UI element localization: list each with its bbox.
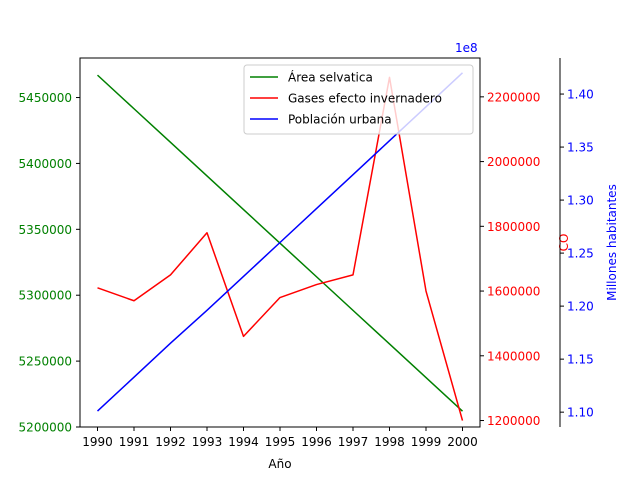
x-tick-label: 1995 <box>265 435 296 449</box>
x-tick-label: 1999 <box>411 435 442 449</box>
x-tick-label: 2000 <box>447 435 478 449</box>
co-tick-label: 1200000 <box>487 414 540 428</box>
x-tick-label: 1996 <box>301 435 332 449</box>
left-tick-label: 5450000 <box>19 91 72 105</box>
x-tick-label: 1991 <box>119 435 150 449</box>
population-scale-label: 1e8 <box>455 41 478 55</box>
x-axis-label: Año <box>268 457 291 471</box>
left-tick-label: 5250000 <box>19 355 72 369</box>
population-tick-label: 1.15 <box>567 353 594 367</box>
co-tick-label: 2200000 <box>487 90 540 104</box>
left-tick-label: 5400000 <box>19 157 72 171</box>
legend-box <box>243 64 474 135</box>
axis-right-population: 1.10 1.15 1.20 1.25 1.30 1.35 1.40 1e8 Millones … <box>455 41 619 427</box>
population-tick-label: 1.20 <box>567 300 594 314</box>
x-tick-label: 1992 <box>155 435 186 449</box>
legend-label: Población urbana <box>288 113 392 127</box>
population-tick-label: 1.30 <box>567 194 594 208</box>
co-tick-label: 1800000 <box>487 220 540 234</box>
population-tick-label: 1.40 <box>567 88 594 102</box>
x-tick-label: 1994 <box>228 435 259 449</box>
x-tick-label: 1997 <box>338 435 369 449</box>
population-axis-label: Millones habitantes <box>605 184 619 301</box>
legend-label: Gases efecto invernadero <box>288 92 442 106</box>
axis-left: 5200000 5250000 5300000 5350000 5400000 54500… <box>19 91 80 435</box>
x-tick-label: 1990 <box>82 435 113 449</box>
series-line-1 <box>97 76 464 421</box>
population-tick-label: 1.10 <box>567 406 594 420</box>
x-tick-label: 1998 <box>374 435 405 449</box>
left-tick-label: 5350000 <box>19 223 72 237</box>
x-tick-label: 1993 <box>192 435 223 449</box>
axis-x: 1990 1991 1992 1993 1994 1995 1996 1997 1998 1999… <box>82 427 478 471</box>
co-tick-label: 1400000 <box>487 349 540 363</box>
legend: Área selvatica Gases efecto invernadero Po… <box>243 64 474 135</box>
left-tick-label: 5200000 <box>19 421 72 435</box>
legend-label: Área selvatica <box>288 70 373 85</box>
population-tick-label: 1.35 <box>567 141 594 155</box>
axis-right-co: 1200000 1400000 1600000 1800000 2000000 22000… <box>480 90 571 428</box>
population-tick-label: 1.25 <box>567 247 594 261</box>
co-tick-label: 2000000 <box>487 155 540 169</box>
co-tick-label: 1600000 <box>487 285 540 299</box>
left-tick-label: 5300000 <box>19 289 72 303</box>
